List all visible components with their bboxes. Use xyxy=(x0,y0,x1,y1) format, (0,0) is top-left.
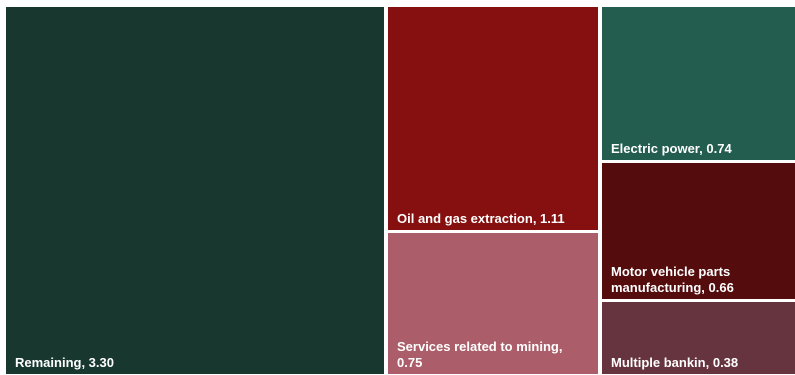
treemap-rect-remaining xyxy=(6,7,384,374)
treemap-tile-multiple-bankin: Multiple bankin, 0.38 xyxy=(602,302,795,374)
treemap-tile-services-related-to-mining: Services related to mining, 0.75 xyxy=(388,233,598,374)
treemap-label-line: Electric power, 0.74 xyxy=(611,141,732,156)
treemap-label-line: manufacturing, 0.66 xyxy=(611,280,734,295)
treemap-tile-motor-vehicle-parts-manufacturing: Motor vehicle parts manufacturing, 0.66 xyxy=(602,163,795,299)
treemap-label-line: 0.75 xyxy=(397,355,422,370)
treemap-label-services-related-to-mining: Services related to mining, 0.75 xyxy=(397,339,562,370)
treemap-tile-remaining: Remaining, 3.30 xyxy=(6,7,384,374)
treemap-rect-oil-and-gas-extraction xyxy=(388,7,598,230)
treemap-label-line: Remaining, 3.30 xyxy=(15,355,114,370)
treemap-label-remaining: Remaining, 3.30 xyxy=(15,355,114,370)
treemap-label-line: Services related to mining, xyxy=(397,339,562,354)
treemap-rect-motor-vehicle-parts-manufacturing xyxy=(602,163,795,299)
treemap-rect-multiple-bankin xyxy=(602,302,795,374)
treemap-rect-electric-power xyxy=(602,7,795,160)
treemap-label-motor-vehicle-parts-manufacturing: Motor vehicle parts manufacturing, 0.66 xyxy=(611,264,734,295)
treemap-label-multiple-bankin: Multiple bankin, 0.38 xyxy=(611,355,738,370)
treemap-label-line: Oil and gas extraction, 1.11 xyxy=(397,211,565,226)
treemap-tile-oil-and-gas-extraction: Oil and gas extraction, 1.11 xyxy=(388,7,598,230)
treemap-label-oil-and-gas-extraction: Oil and gas extraction, 1.11 xyxy=(397,211,565,226)
treemap-label-electric-power: Electric power, 0.74 xyxy=(611,141,732,156)
treemap-label-line: Multiple bankin, 0.38 xyxy=(611,355,738,370)
treemap-label-line: Motor vehicle parts xyxy=(611,264,730,279)
treemap-rect-services-related-to-mining xyxy=(388,233,598,374)
treemap-tile-electric-power: Electric power, 0.74 xyxy=(602,7,795,160)
